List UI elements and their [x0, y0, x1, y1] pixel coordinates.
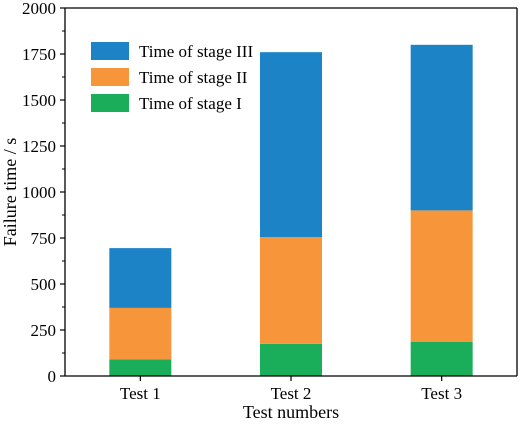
y-tick-label: 500	[31, 275, 57, 294]
y-tick-label: 750	[31, 229, 57, 248]
bar-segment-1-stage-2	[109, 307, 172, 360]
bar-segment-2-stage-1	[260, 343, 322, 376]
y-tick-label: 250	[31, 321, 57, 340]
bar-segment-3-stage-3	[410, 44, 473, 211]
legend-label: Time of stage II	[139, 68, 248, 87]
legend-label: Time of stage I	[139, 94, 242, 113]
x-axis-title: Test numbers	[243, 402, 339, 422]
x-tick-label: Test 3	[421, 384, 462, 403]
y-tick-label: 1750	[22, 45, 56, 64]
bar-layer	[109, 44, 473, 376]
legend-label: Time of stage III	[139, 42, 253, 61]
legend-swatch	[91, 94, 129, 112]
y-tick-label: 1250	[22, 137, 56, 156]
legend-swatch	[91, 68, 129, 86]
y-tick-label: 0	[48, 367, 57, 386]
x-tick-label: Test 2	[271, 384, 312, 403]
y-tick-layer: 0 250 500 750 1000 1250 1500 1750 2000	[22, 0, 65, 386]
bar-segment-2-stage-2	[260, 237, 322, 344]
y-tick-label: 1000	[22, 183, 56, 202]
x-tick-layer: Test 1 Test 2 Test 3	[120, 376, 462, 403]
bar-segment-1-stage-1	[109, 359, 172, 376]
bar-segment-1-stage-3	[109, 248, 172, 308]
bar-segment-3-stage-1	[410, 341, 473, 376]
x-tick-label: Test 1	[120, 384, 161, 403]
bar-segment-3-stage-2	[410, 210, 473, 342]
bar-segment-2-stage-3	[260, 52, 322, 238]
y-tick-label: 1500	[22, 91, 56, 110]
legend: Time of stage III Time of stage II Time of…	[91, 42, 253, 113]
y-tick-label: 2000	[22, 0, 56, 18]
y-axis-title: Failure time / s	[0, 138, 20, 246]
legend-swatch	[91, 42, 129, 60]
